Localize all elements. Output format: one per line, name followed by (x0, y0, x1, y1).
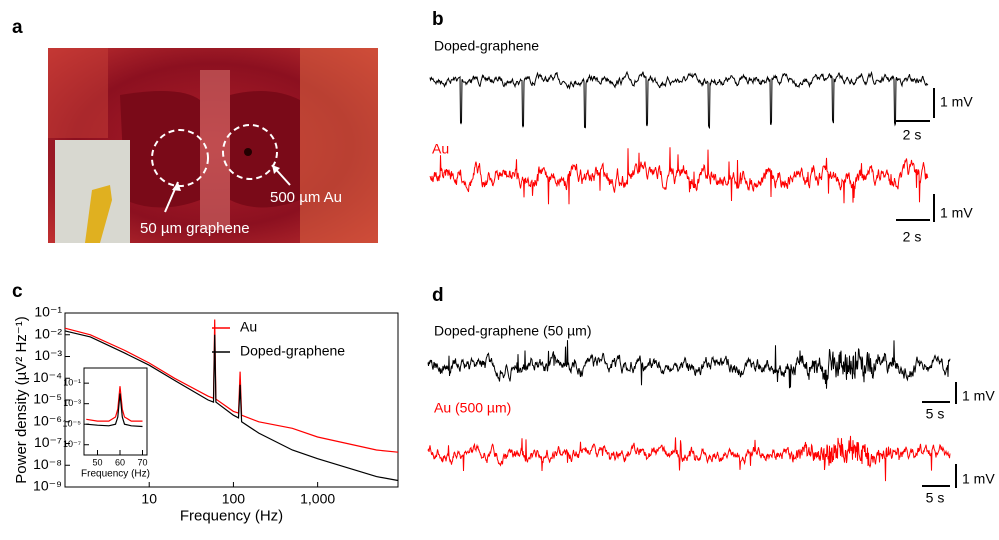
x-tick-label: 100 (222, 490, 246, 506)
scale-label: 5 s (926, 406, 945, 422)
y-tick-label: 10⁻⁶ (33, 412, 62, 428)
scale-label: 2 s (903, 127, 922, 143)
y-tick-label: 10⁻¹ (63, 378, 81, 388)
scale-label: 2 s (903, 229, 922, 245)
y-tick-label: 10⁻³ (63, 398, 81, 408)
plot-frame (84, 368, 147, 455)
y-tick-label: 10⁻⁷ (34, 434, 62, 450)
signal-trace (428, 340, 950, 389)
annotation: 500 µm Au (270, 189, 342, 206)
scale-label: 1 mV (940, 94, 973, 110)
scale-bar (896, 88, 934, 222)
y-tick-label: 10⁻¹ (34, 304, 62, 320)
annotation: 50 µm graphene (140, 220, 250, 237)
signal-trace (428, 436, 950, 481)
panel-label: b (432, 9, 444, 30)
panel-label: c (12, 281, 23, 302)
y-tick-label: 10⁻⁵ (33, 391, 62, 407)
legend-label: Au (240, 319, 257, 335)
trace-name: Au (500 µm) (434, 400, 511, 416)
y-axis-label: Power density (µV² Hz⁻¹) (13, 316, 30, 483)
x-tick-label: 10 (141, 490, 157, 506)
scale-bar (922, 382, 956, 488)
signal-trace (430, 147, 928, 204)
y-tick-label: 10⁻⁸ (33, 456, 62, 472)
trace-name: Au (432, 141, 449, 157)
photo (48, 48, 378, 243)
y-tick-label: 10⁻⁷ (63, 439, 81, 449)
y-tick-label: 10⁻⁵ (63, 419, 82, 429)
scale-label: 1 mV (962, 388, 995, 404)
x-axis-label: Frequency (Hz) (180, 507, 283, 524)
x-tick-label: 1,000 (300, 490, 335, 506)
trace-name: Doped-graphene (50 µm) (434, 323, 592, 339)
y-tick-label: 10⁻² (34, 325, 62, 341)
x-axis-label: Frequency (Hz) (81, 469, 150, 480)
y-tick-label: 10⁻⁹ (33, 478, 62, 494)
y-tick-label: 10⁻⁴ (33, 369, 62, 385)
signal-trace (430, 72, 928, 128)
panel-label: d (432, 285, 444, 306)
scale-label: 1 mV (962, 471, 995, 487)
x-tick-label: 70 (137, 457, 147, 467)
y-tick-label: 10⁻³ (34, 347, 62, 363)
legend-label: Doped-graphene (240, 343, 345, 359)
x-tick-label: 50 (92, 457, 102, 467)
x-tick-label: 60 (115, 457, 125, 467)
scale-label: 1 mV (940, 205, 973, 221)
trace-name: Doped-graphene (434, 38, 539, 54)
scale-label: 5 s (926, 490, 945, 506)
panel-label: a (12, 17, 23, 38)
